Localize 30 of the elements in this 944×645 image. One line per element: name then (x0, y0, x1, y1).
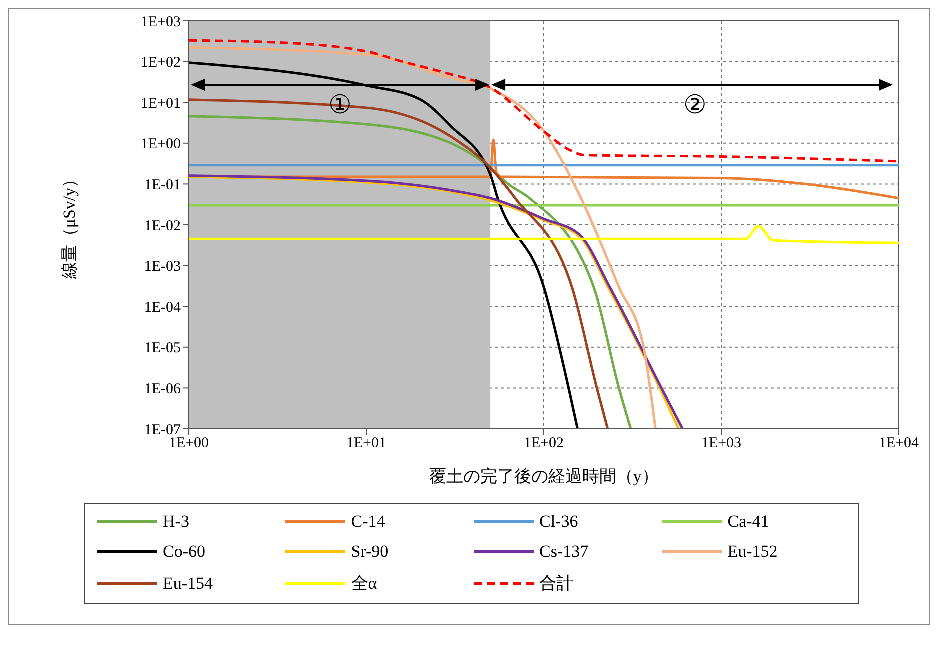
y-tick-label: 1E-05 (144, 340, 181, 357)
y-tick-label: 1E+03 (140, 14, 181, 30)
y-tick-label: 1E-02 (144, 218, 181, 234)
y-tick-label: 1E-01 (144, 178, 181, 194)
y-axis-title: 線量（μSv/y） (60, 170, 80, 280)
legend-label: Cs-137 (540, 542, 589, 562)
legend-label: C-14 (351, 512, 386, 532)
legend-label: Eu-154 (163, 574, 214, 594)
x-tick-label: 1E+01 (346, 436, 387, 452)
x-tick-label: 1E+04 (878, 436, 920, 452)
x-tick-label: 1E+02 (524, 436, 564, 452)
legend-label: 合計 (540, 573, 574, 595)
legend-label: Eu-152 (728, 542, 778, 562)
y-tick-label: 1E-07 (144, 422, 182, 438)
x-axis-title: 覆土の完了後の経過時間（y） (429, 467, 659, 486)
legend-label: Ca-41 (728, 512, 770, 532)
y-tick-label: 1E-06 (144, 382, 182, 398)
y-tick-label: 1E-03 (144, 259, 181, 276)
x-tick-label: 1E+00 (168, 436, 210, 452)
legend-label: Sr-90 (351, 542, 389, 562)
y-tick-label: 1E-04 (144, 300, 182, 316)
x-tick-label: 1E+03 (701, 436, 742, 452)
legend-label: H-3 (163, 512, 190, 532)
legend-label: Cl-36 (540, 512, 578, 532)
legend-label: 全α (351, 573, 378, 595)
y-tick-label: 1E+01 (140, 96, 181, 112)
legend-label: Co-60 (163, 542, 206, 562)
y-tick-label: 1E+02 (140, 55, 181, 72)
y-tick-label: 1E+00 (140, 136, 181, 153)
annotation: ② (683, 90, 706, 120)
